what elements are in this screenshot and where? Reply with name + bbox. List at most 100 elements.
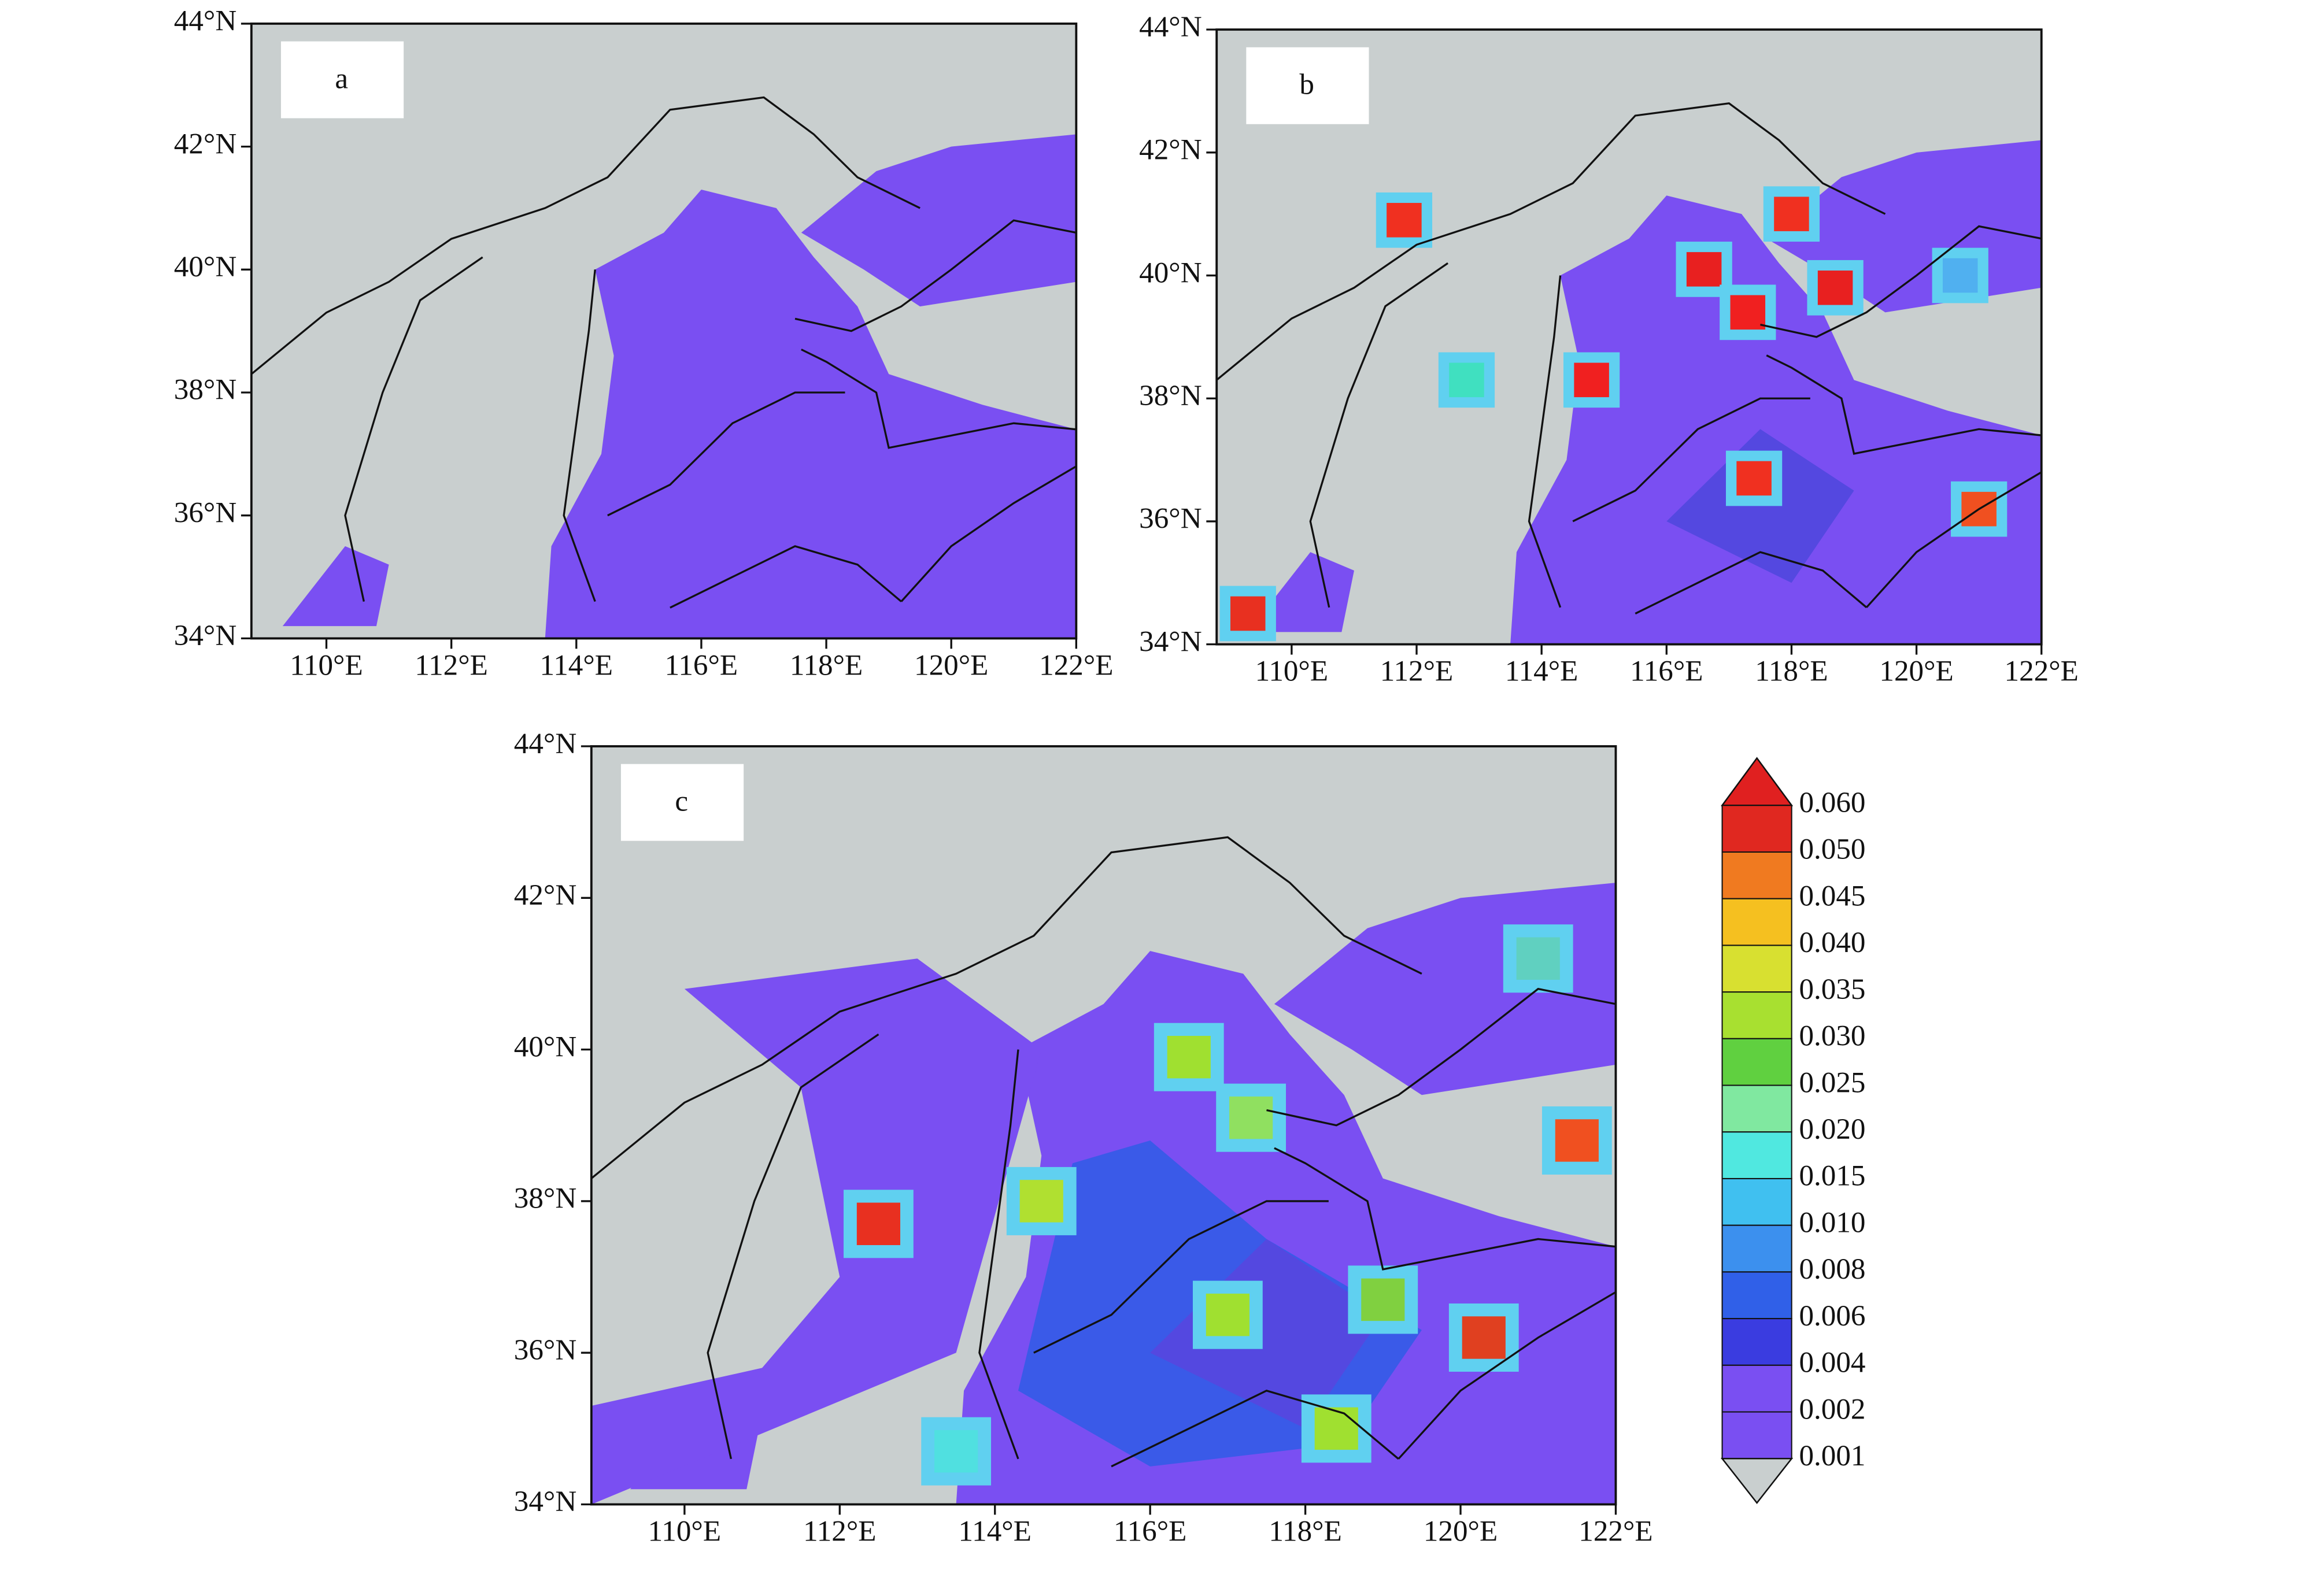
colorbar-label: 0.015 — [1799, 1160, 1865, 1193]
colorbar-label: 0.006 — [1799, 1299, 1865, 1332]
lon-label: 118°E — [1269, 1514, 1341, 1547]
colorbar-box — [1721, 1131, 1792, 1179]
lon-label: 114°E — [1505, 654, 1578, 687]
lon-label: 110°E — [1255, 654, 1328, 687]
panel-label: c — [675, 784, 688, 817]
boundary-line — [1528, 275, 1562, 608]
panel-label: b — [1299, 68, 1314, 101]
lon-label: 114°E — [959, 1514, 1032, 1547]
colorbar-label: 0.030 — [1799, 1020, 1865, 1053]
lat-label: 34°N — [514, 1485, 576, 1518]
lon-label: 112°E — [803, 1514, 876, 1547]
hotspot — [1942, 258, 1978, 293]
field-region — [591, 958, 1042, 1505]
lon-label: 120°E — [1879, 654, 1953, 687]
boundary-line — [591, 836, 1422, 1179]
colorbar-box — [1721, 851, 1792, 899]
lon-label: 120°E — [914, 649, 988, 682]
hotspot — [1229, 1096, 1273, 1139]
boundary-line — [1217, 102, 1886, 381]
colorbar-label: 0.002 — [1799, 1393, 1865, 1425]
lon-label: 120°E — [1424, 1514, 1498, 1547]
lon-label: 118°E — [1755, 654, 1828, 687]
lon-label: 116°E — [1114, 1514, 1186, 1547]
boundary-line — [1033, 1200, 1329, 1354]
lat-label: 42°N — [1139, 134, 1201, 166]
panel-label-box — [1246, 47, 1369, 124]
boundary-line — [1766, 354, 2042, 455]
field-region — [545, 190, 1077, 639]
map-panel — [1217, 29, 2042, 645]
hotspot — [1230, 596, 1266, 631]
lat-label: 44°N — [514, 727, 576, 760]
hotspot — [1314, 1407, 1358, 1450]
hotspot — [1206, 1293, 1249, 1336]
colorbar-box — [1721, 805, 1792, 853]
lat-label: 44°N — [1139, 10, 1201, 43]
colorbar: 0.060 0.050 0.045 0.040 0.035 0.030 0.025 0.020… — [1720, 757, 1865, 1505]
colorbar-label: 0.004 — [1799, 1346, 1865, 1379]
hotspot — [1167, 1036, 1211, 1079]
lon-label: 110°E — [290, 649, 363, 682]
lat-label: 36°N — [1139, 502, 1201, 535]
colorbar-label: 0.050 — [1799, 833, 1865, 866]
panel-label-box — [620, 764, 744, 841]
lon-label: 116°E — [1630, 654, 1703, 687]
colorbar-box — [1721, 1364, 1792, 1413]
colorbar-box — [1721, 1177, 1792, 1226]
lon-label: 110°E — [648, 1514, 721, 1547]
lat-label: 34°N — [1139, 625, 1201, 658]
hotspot — [1516, 937, 1560, 980]
colorbar-box — [1721, 1411, 1792, 1460]
lat-label: 36°N — [514, 1334, 576, 1367]
colorbar-box — [1721, 1038, 1792, 1086]
field-region — [1510, 195, 2042, 645]
boundary-line — [563, 269, 596, 602]
boundary-line — [900, 465, 1077, 602]
colorbar-bottom — [1720, 1457, 1794, 1505]
lon-label: 122°E — [1039, 649, 1113, 682]
plot-frame — [590, 745, 1617, 1506]
hotspot — [1449, 362, 1484, 398]
lon-label: 122°E — [1578, 1514, 1652, 1547]
boundary-line — [1572, 397, 1810, 523]
hotspot — [1774, 197, 1809, 231]
colorbar-box — [1721, 945, 1792, 993]
boundary-line — [978, 1049, 1019, 1460]
lat-label: 42°N — [174, 127, 236, 160]
plot-frame — [250, 22, 1078, 640]
panel-label: a — [335, 62, 348, 95]
boundary-line — [1266, 987, 1616, 1127]
colorbar-label: 0.008 — [1799, 1253, 1865, 1286]
field-region — [282, 546, 389, 627]
colorbar-label: 0.025 — [1799, 1066, 1865, 1099]
colorbar-label: 0.035 — [1799, 973, 1865, 1006]
hotspot — [1019, 1180, 1063, 1223]
lat-label: 40°N — [514, 1030, 576, 1063]
lat-label: 40°N — [174, 250, 236, 283]
lat-label: 38°N — [514, 1182, 576, 1215]
colorbar-label: 0.001 — [1799, 1439, 1865, 1472]
field-region — [801, 134, 1077, 307]
hotspot — [1574, 362, 1609, 398]
boundary-line — [801, 349, 1077, 449]
hotspot — [1555, 1119, 1599, 1162]
hotspot — [1686, 252, 1722, 287]
lat-label: 42°N — [514, 879, 576, 912]
boundary-line — [1309, 262, 1449, 608]
plot-frame — [1215, 28, 2043, 646]
boundary-line — [1274, 1147, 1616, 1271]
lat-label: 38°N — [174, 373, 236, 406]
boundary-line — [1111, 1390, 1399, 1468]
colorbar-label: 0.040 — [1799, 926, 1865, 959]
lon-label: 116°E — [665, 649, 738, 682]
lat-label: 40°N — [1139, 256, 1201, 289]
boundary-line — [794, 219, 1077, 332]
colorbar-box — [1721, 1224, 1792, 1273]
panel-label-box — [280, 41, 404, 119]
hotspot — [1730, 295, 1766, 330]
lat-label: 44°N — [174, 5, 236, 38]
colorbar-label: 0.045 — [1799, 879, 1865, 912]
boundary-line — [251, 96, 920, 375]
